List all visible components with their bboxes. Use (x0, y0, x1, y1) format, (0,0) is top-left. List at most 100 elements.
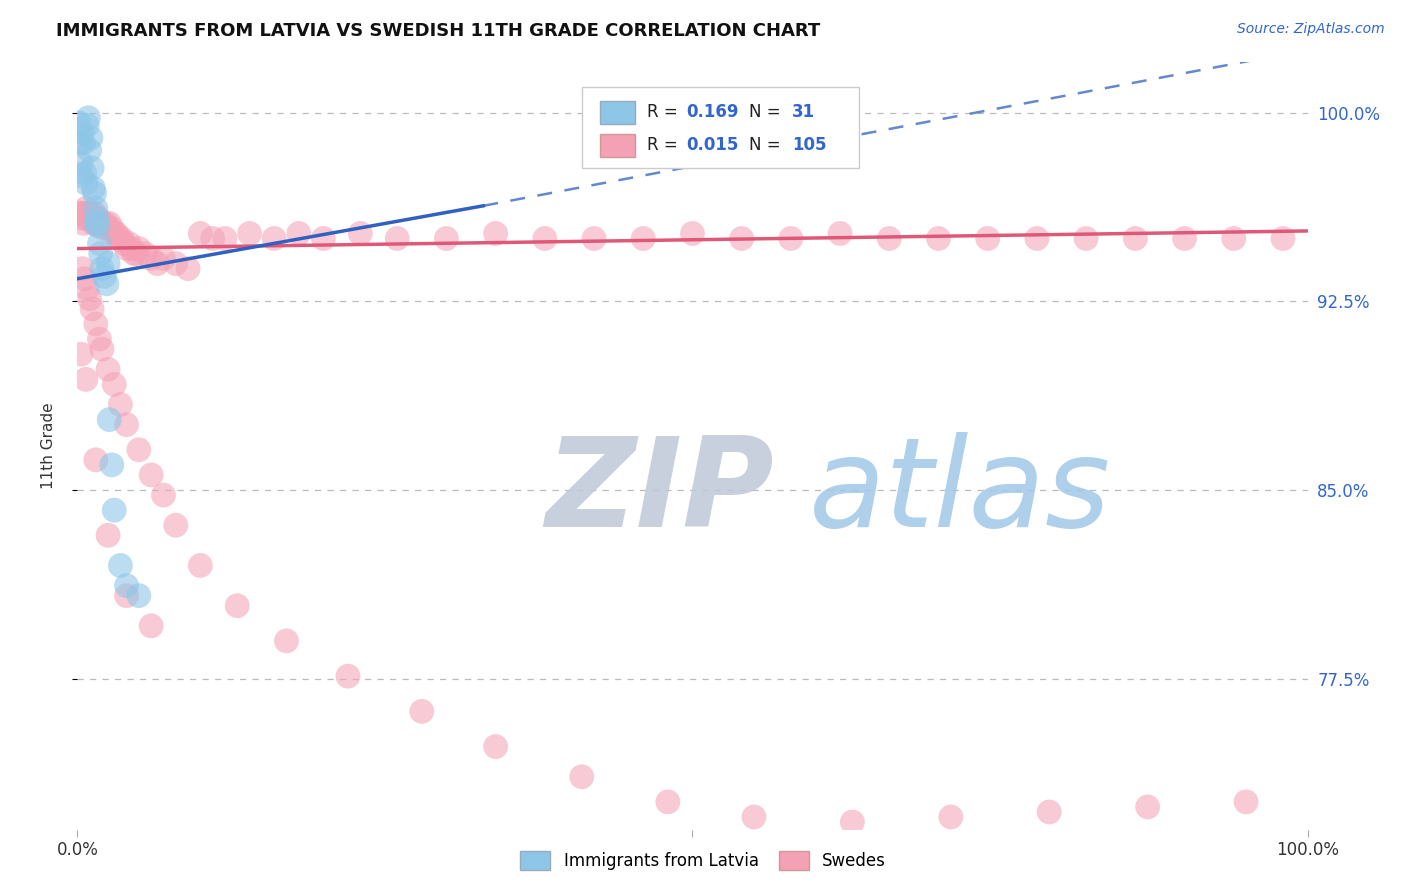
Point (141, 252, 163, 266)
Point (312, 231, 335, 245)
Text: R =: R = (647, 136, 683, 154)
Point (83, 186, 105, 201)
Point (79, 144, 101, 158)
Point (110, 558, 132, 573)
Point (90, 261, 114, 276)
Point (337, 669, 360, 683)
Point (134, 246, 156, 260)
Text: 31: 31 (792, 103, 815, 121)
Point (84, 202, 107, 216)
Point (128, 442, 150, 457)
Point (70, 261, 93, 276)
Text: Source: ZipAtlas.com: Source: ZipAtlas.com (1237, 22, 1385, 37)
Point (76, 282, 98, 296)
Legend: Immigrants from Latvia, Swedes: Immigrants from Latvia, Swedes (513, 844, 893, 877)
Point (70, 347, 93, 361)
Point (263, 231, 285, 245)
Point (188, 227, 212, 241)
Point (90, 342, 114, 356)
Point (177, 261, 200, 276)
Point (780, 231, 803, 245)
Point (75, 202, 97, 216)
Point (70, 206, 93, 220)
Point (112, 236, 135, 251)
Point (101, 221, 124, 235)
Point (128, 242, 150, 256)
Point (67, 116, 90, 130)
Point (928, 231, 950, 245)
Point (91, 216, 114, 230)
Point (239, 227, 262, 241)
Point (70, 169, 93, 183)
Point (152, 252, 174, 266)
Point (82, 211, 104, 226)
Point (70, 211, 93, 226)
Point (103, 503, 125, 517)
Point (84, 216, 107, 230)
Point (1223, 231, 1246, 245)
Point (98, 412, 121, 426)
Point (201, 231, 224, 245)
Point (115, 578, 138, 592)
Point (79, 211, 101, 226)
Point (1076, 231, 1098, 245)
Point (122, 246, 145, 260)
Point (84, 317, 107, 331)
Point (73, 166, 96, 180)
Point (939, 810, 962, 824)
Point (83, 206, 105, 220)
Point (1026, 231, 1049, 245)
Point (89, 216, 111, 230)
Point (121, 242, 143, 256)
Point (96, 277, 118, 291)
Point (411, 704, 433, 718)
Point (90, 216, 112, 230)
Point (1136, 800, 1159, 814)
Point (87, 211, 110, 226)
Point (141, 619, 163, 633)
Point (485, 227, 508, 241)
Point (89, 236, 111, 251)
Text: 0.015: 0.015 (686, 136, 738, 154)
Point (82, 216, 104, 230)
Point (82, 301, 104, 316)
FancyBboxPatch shape (600, 134, 634, 157)
Point (70, 126, 93, 140)
Point (73, 206, 96, 220)
Point (82, 161, 104, 175)
Point (103, 227, 125, 241)
Point (80, 131, 103, 145)
Point (977, 231, 1000, 245)
Point (89, 332, 111, 346)
Point (93, 221, 115, 235)
Point (188, 558, 212, 573)
Point (84, 211, 107, 226)
Point (226, 599, 249, 613)
Point (141, 467, 163, 482)
Point (115, 417, 138, 432)
Point (77, 111, 100, 125)
Point (90, 216, 114, 230)
Text: atlas: atlas (810, 432, 1112, 552)
Point (72, 216, 94, 230)
Point (93, 269, 115, 284)
Point (115, 589, 138, 603)
Point (103, 377, 125, 392)
Point (69, 136, 91, 150)
Text: N =: N = (749, 103, 786, 121)
Point (90, 246, 112, 260)
Point (118, 236, 141, 251)
Point (385, 231, 409, 245)
Point (77, 206, 100, 220)
Text: IMMIGRANTS FROM LATVIA VS SWEDISH 11TH GRADE CORRELATION CHART: IMMIGRANTS FROM LATVIA VS SWEDISH 11TH G… (56, 22, 821, 40)
Point (128, 589, 150, 603)
Point (1234, 795, 1257, 809)
Point (111, 231, 132, 245)
Point (288, 227, 311, 241)
Point (276, 634, 298, 648)
Point (75, 372, 97, 386)
Point (73, 271, 96, 285)
Point (86, 216, 108, 230)
Point (115, 242, 138, 256)
Point (108, 231, 131, 245)
